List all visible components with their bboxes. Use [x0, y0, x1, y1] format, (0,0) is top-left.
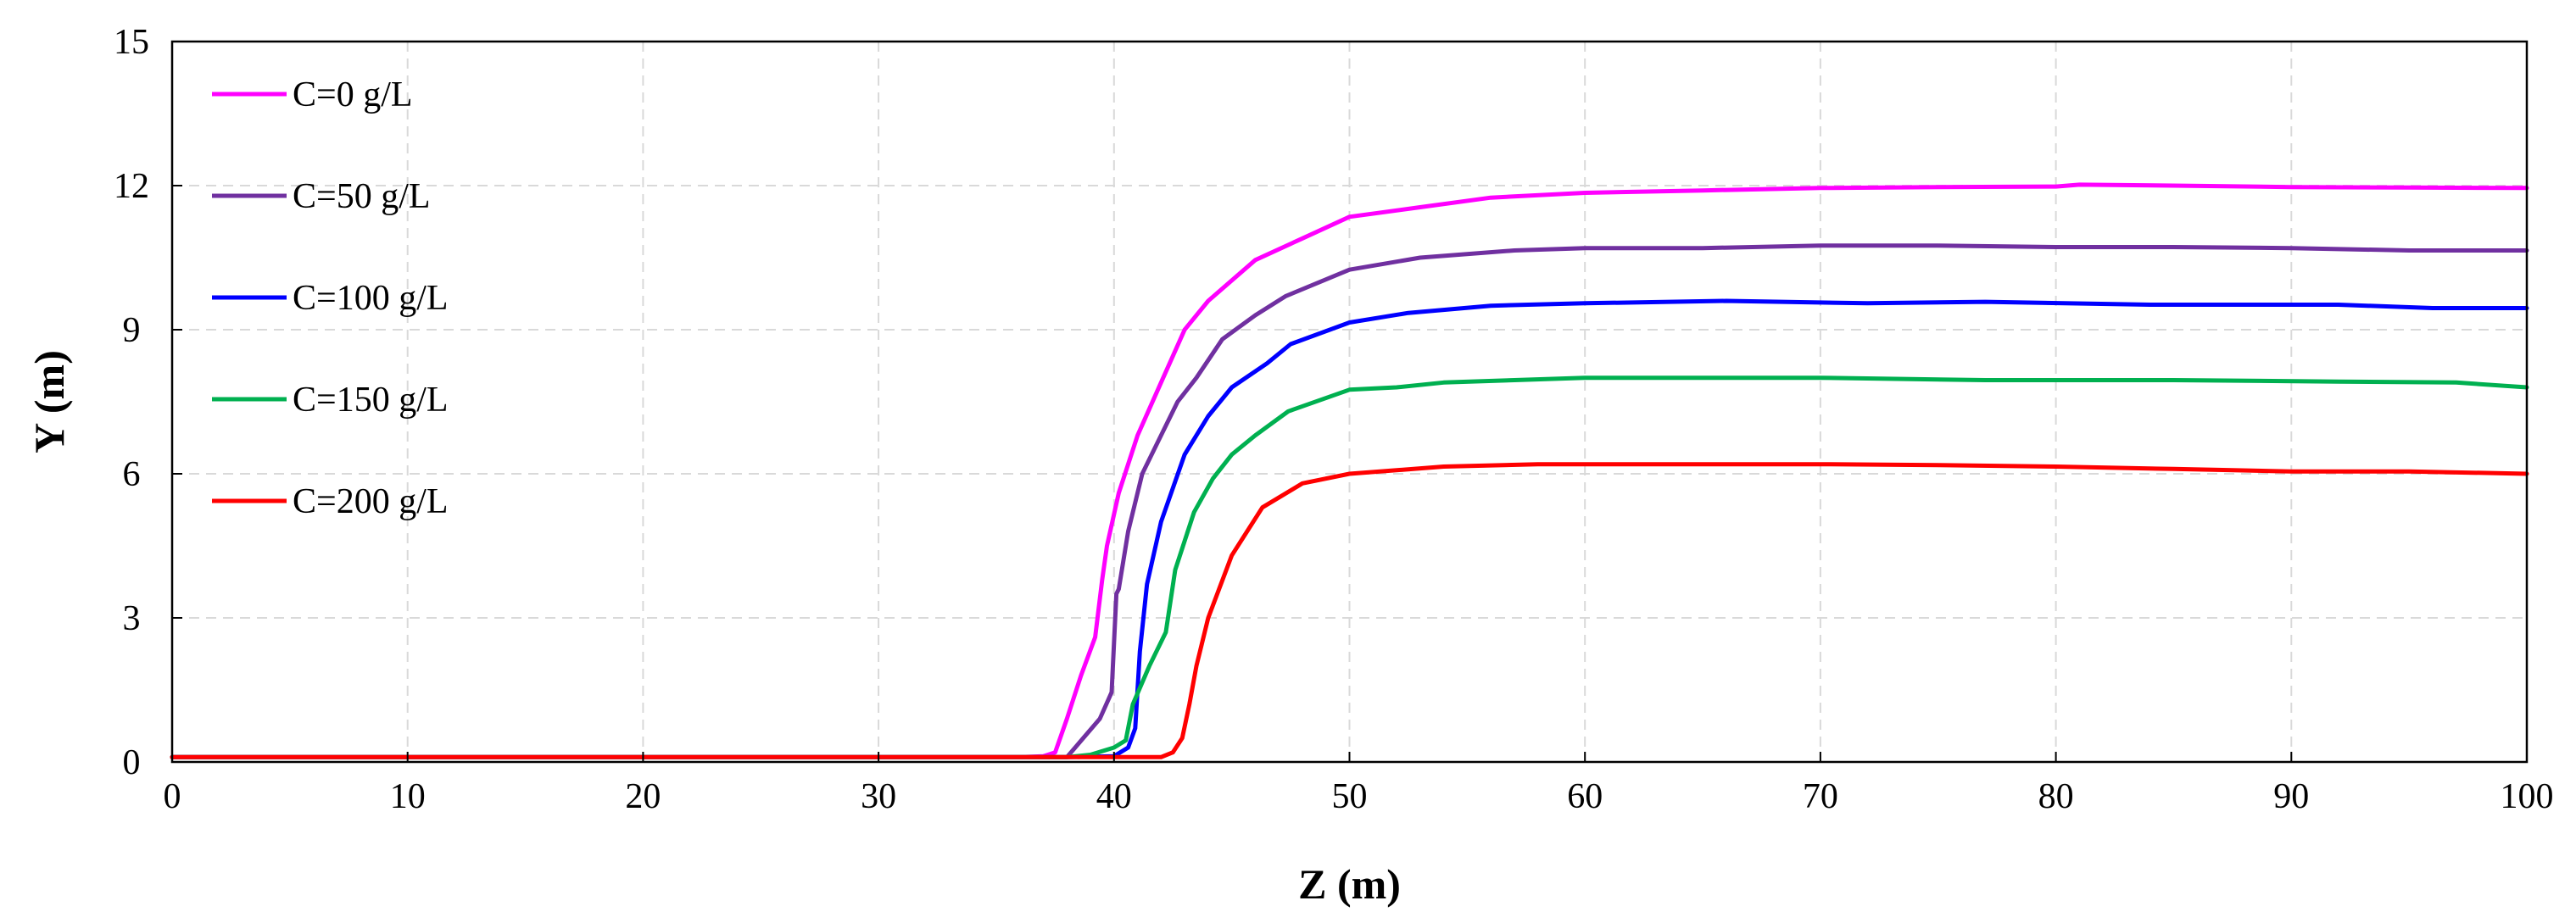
legend-label: C=0 g/L	[293, 75, 413, 114]
series-line	[170, 243, 2529, 759]
series-line	[170, 462, 2529, 759]
legend-label: C=100 g/L	[293, 279, 449, 318]
y-tick-labels: 0 3 6 9 12 15	[114, 23, 149, 782]
y-tick-label: 6	[123, 455, 141, 494]
legend-label: C=150 g/L	[293, 381, 449, 420]
x-tick-label: 40	[1096, 777, 1132, 816]
series-line	[170, 298, 2529, 759]
y-tick-label: 12	[114, 167, 149, 206]
y-axis-title: Y (m)	[25, 350, 73, 453]
x-tick-labels: 0 10 20 30 40 50 60 70 80 90 100	[164, 777, 2554, 816]
legend: C=0 g/L C=50 g/L C=100 g/L C=150 g/L C=200 g…	[212, 75, 449, 521]
x-tick-label: 100	[2501, 777, 2554, 816]
x-tick-label: 70	[1803, 777, 1838, 816]
series-lines	[170, 182, 2529, 759]
legend-label: C=200 g/L	[293, 482, 449, 521]
y-tick-label: 9	[123, 311, 141, 350]
x-tick-label: 0	[164, 777, 181, 816]
x-tick-label: 80	[2038, 777, 2074, 816]
x-axis-title: Z (m)	[1298, 860, 1401, 908]
legend-label: C=50 g/L	[293, 177, 431, 216]
series-line	[170, 182, 2529, 759]
x-tick-label: 90	[2273, 777, 2309, 816]
x-tick-label: 20	[625, 777, 661, 816]
x-tick-label: 30	[861, 777, 896, 816]
y-tick-label: 0	[123, 743, 141, 782]
x-tick-label: 50	[1332, 777, 1368, 816]
y-tick-label: 3	[123, 599, 141, 638]
x-tick-label: 60	[1567, 777, 1603, 816]
y-tick-label: 15	[114, 23, 149, 62]
axis-ticks	[171, 41, 2528, 763]
x-tick-label: 10	[390, 777, 426, 816]
series-line	[170, 375, 2529, 759]
